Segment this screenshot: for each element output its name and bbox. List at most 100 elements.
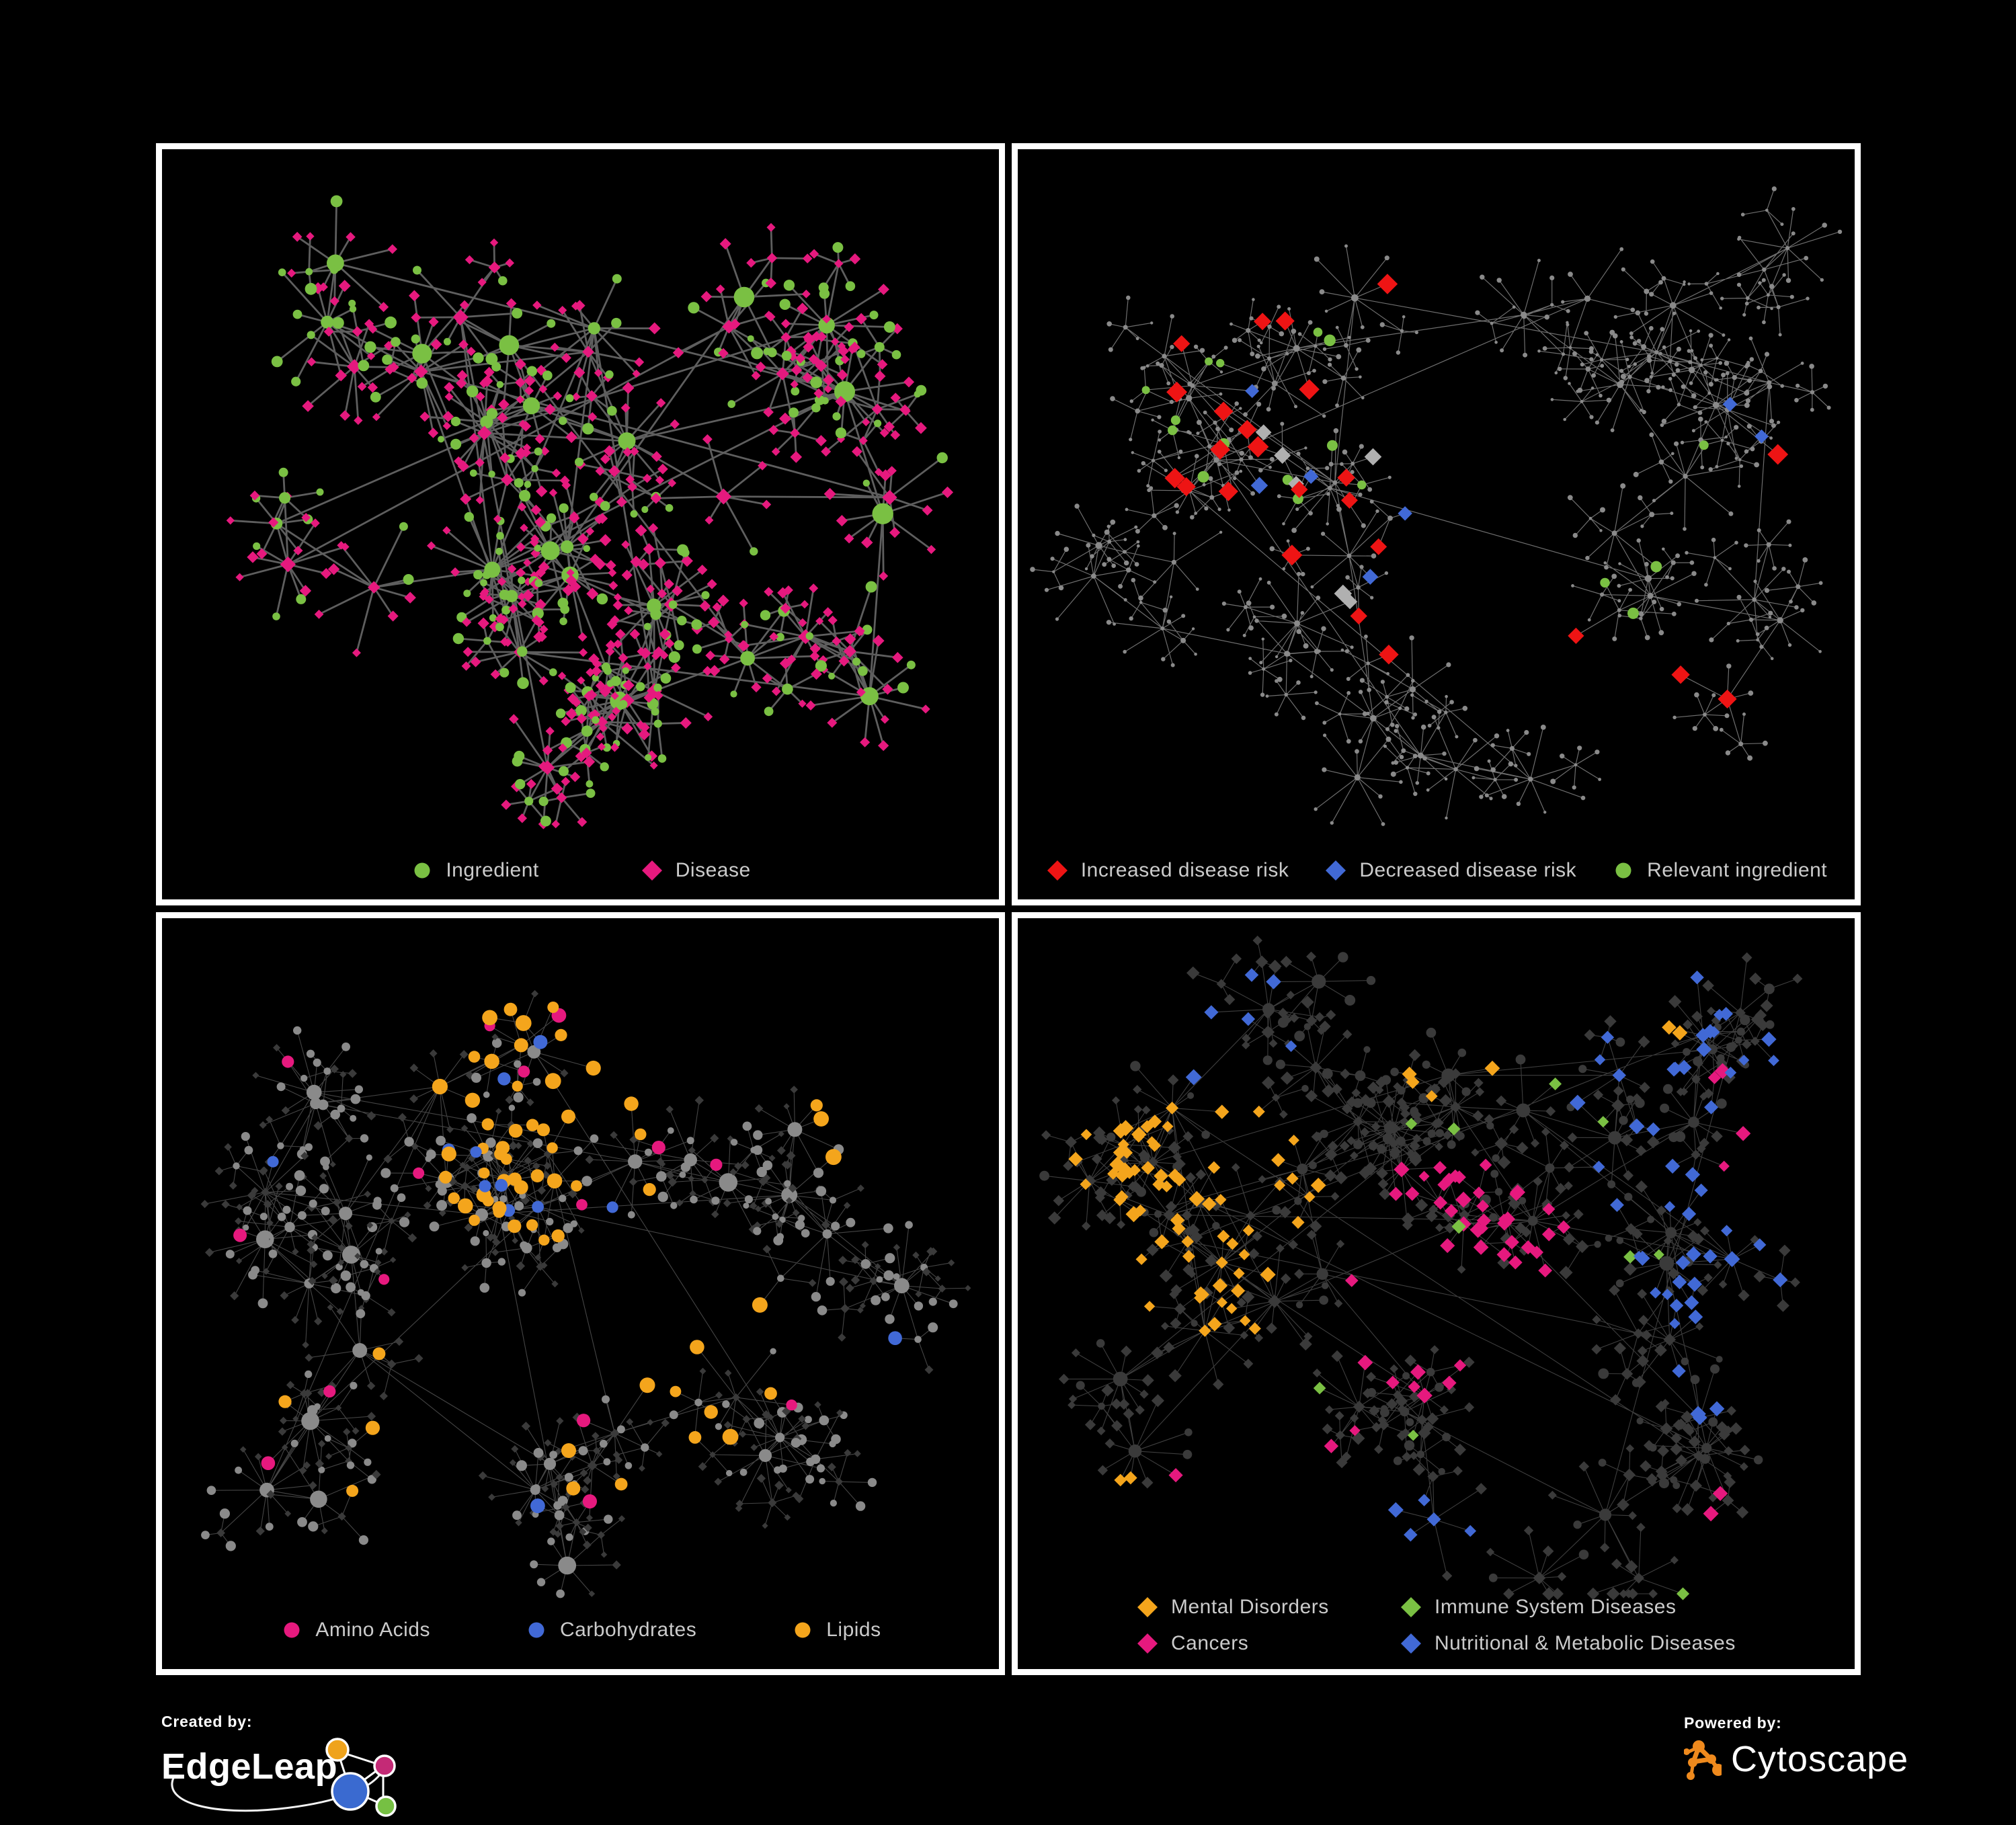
- network-node: [1262, 1055, 1273, 1065]
- network-node: [806, 1457, 815, 1467]
- network-node: [545, 727, 555, 736]
- network-node: [893, 1273, 900, 1281]
- network-node: [1366, 711, 1370, 716]
- network-node: [1600, 364, 1605, 368]
- network-node: [1248, 657, 1252, 660]
- network-node: [1620, 1133, 1634, 1147]
- highlight-node: [1402, 1066, 1417, 1082]
- network-node: [1636, 1523, 1646, 1532]
- network-node: [397, 1193, 406, 1203]
- network-node: [1296, 680, 1301, 685]
- network-node: [1221, 601, 1226, 606]
- network-node: [1256, 401, 1262, 407]
- network-node: [1629, 335, 1634, 339]
- network-node: [1409, 1451, 1418, 1460]
- network-node: [1475, 310, 1480, 315]
- network-node: [1791, 207, 1796, 211]
- highlight-node: [1722, 397, 1738, 412]
- network-node: [1275, 1244, 1285, 1253]
- network-node: [859, 1303, 866, 1309]
- network-node: [1286, 539, 1290, 543]
- network-node: [1280, 1273, 1291, 1284]
- network-node: [1340, 462, 1344, 467]
- network-node: [1335, 325, 1339, 329]
- network-node: [819, 1415, 830, 1426]
- network-node: [506, 298, 517, 309]
- network-node: [352, 1427, 360, 1435]
- highlight-node: [1213, 401, 1234, 421]
- network-node: [1457, 1265, 1466, 1274]
- network-node: [1638, 495, 1643, 501]
- network-node: [409, 1094, 419, 1104]
- network-node: [1703, 370, 1708, 375]
- network-node: [1765, 1020, 1775, 1029]
- network-node: [750, 1202, 758, 1210]
- network-node: [1344, 649, 1349, 653]
- network-node: [470, 656, 481, 667]
- network-node: [1659, 606, 1664, 612]
- network-node: [293, 546, 303, 556]
- network-node: [298, 1466, 307, 1475]
- network-node: [518, 419, 528, 429]
- highlight-node: [1721, 1225, 1733, 1237]
- network-node: [1359, 678, 1365, 683]
- highlight-node: [571, 1180, 582, 1192]
- highlight-node: [1600, 577, 1610, 588]
- network-node: [1693, 405, 1697, 409]
- network-node: [1268, 465, 1272, 469]
- network-node: [310, 1490, 327, 1508]
- highlight-node: [1141, 386, 1150, 395]
- highlight-node: [233, 1228, 247, 1242]
- network-node: [934, 1275, 941, 1282]
- network-node: [1818, 650, 1822, 653]
- network-node: [1083, 1174, 1096, 1188]
- network-node: [282, 1444, 288, 1451]
- highlight-node: [547, 1002, 559, 1013]
- network-node: [646, 584, 655, 594]
- highlight-node: [1568, 627, 1584, 644]
- network-node: [1417, 752, 1424, 759]
- network-node: [1406, 673, 1410, 678]
- network-node: [1689, 329, 1693, 333]
- network-node: [1160, 626, 1165, 631]
- network-node: [1702, 979, 1714, 992]
- network-node: [1351, 294, 1359, 302]
- network-node: [1600, 592, 1605, 597]
- network-node: [1691, 393, 1697, 399]
- network-node: [629, 1178, 637, 1186]
- network-node: [1727, 338, 1731, 341]
- network-node: [1484, 1114, 1495, 1125]
- network-node: [1430, 1119, 1441, 1129]
- network-node: [1640, 409, 1643, 412]
- network-node: [1494, 341, 1498, 344]
- network-node: [216, 1529, 225, 1537]
- network-node: [1537, 350, 1541, 353]
- network-node: [549, 488, 558, 497]
- network-edges: [1032, 188, 1841, 825]
- network-node: [383, 1154, 393, 1164]
- network-node: [1637, 1346, 1648, 1356]
- network-node: [680, 1162, 691, 1172]
- network-node: [1745, 296, 1750, 300]
- network-node: [316, 488, 324, 496]
- network-node: [244, 1145, 253, 1155]
- network-node: [1151, 418, 1154, 421]
- network-node: [1278, 1017, 1289, 1028]
- network-node: [1058, 1373, 1070, 1385]
- network-node: [428, 428, 439, 438]
- network-node: [534, 544, 541, 552]
- network-node: [1426, 771, 1430, 776]
- network-node: [1493, 778, 1497, 782]
- network-node: [836, 515, 848, 527]
- network-node: [1118, 583, 1123, 589]
- network-node: [587, 711, 596, 720]
- network-node: [1736, 282, 1742, 287]
- network-node: [1822, 222, 1827, 228]
- network-node: [1524, 730, 1529, 735]
- network-node: [1355, 749, 1359, 754]
- network-node: [1197, 419, 1202, 425]
- panel-disease-risk: Increased disease risk Decreased disease …: [1012, 143, 1861, 905]
- network-node: [1335, 1430, 1345, 1441]
- legend-item-relevant-ingredient: Relevant ingredient: [1611, 858, 1827, 883]
- network-node: [1358, 739, 1363, 743]
